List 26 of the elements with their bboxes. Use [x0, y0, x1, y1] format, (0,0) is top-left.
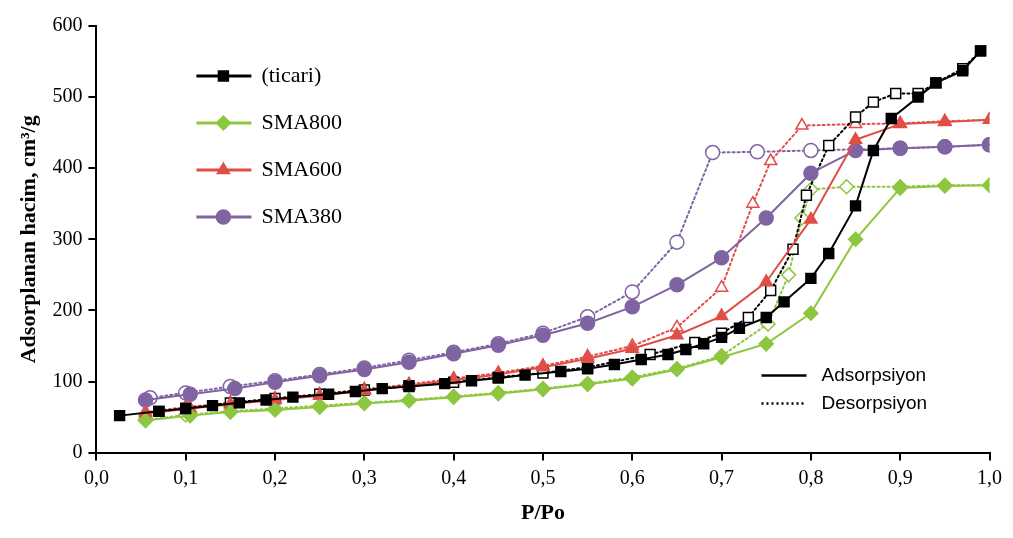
legend-label: SMA600 [261, 155, 343, 181]
y-tick-label: 500 [52, 84, 83, 107]
y-tick-label: 100 [52, 368, 83, 391]
x-tick-label: 0,6 [619, 465, 645, 488]
x-axis-title: P/Po [520, 499, 565, 525]
legend-label: SMA380 [261, 202, 343, 228]
x-tick-label: 0,0 [83, 465, 109, 488]
x-tick-label: 0,1 [173, 465, 199, 488]
y-tick-label: 600 [52, 13, 83, 36]
y-tick-label: 200 [52, 297, 83, 320]
annotation: Desorpsiyon [821, 391, 928, 413]
y-tick-label: 300 [52, 226, 83, 249]
legend-label: SMA800 [261, 108, 343, 134]
x-tick-label: 0,5 [530, 465, 556, 488]
y-tick-label: 0 [72, 439, 83, 462]
x-tick-label: 0,7 [709, 465, 735, 488]
x-tick-label: 0,8 [798, 465, 824, 488]
y-axis-title: Adsorplanan hacim, cm³/g [14, 115, 40, 364]
legend-label: (ticari) [261, 61, 322, 87]
x-tick-label: 0,4 [441, 465, 467, 488]
annotation: Adsorpsiyon [821, 363, 927, 385]
y-tick-label: 400 [52, 155, 83, 178]
x-tick-label: 0,2 [262, 465, 288, 488]
x-tick-label: 0,9 [887, 465, 913, 488]
x-tick-label: 0,3 [351, 465, 377, 488]
x-tick-label: 1,0 [977, 465, 1002, 488]
